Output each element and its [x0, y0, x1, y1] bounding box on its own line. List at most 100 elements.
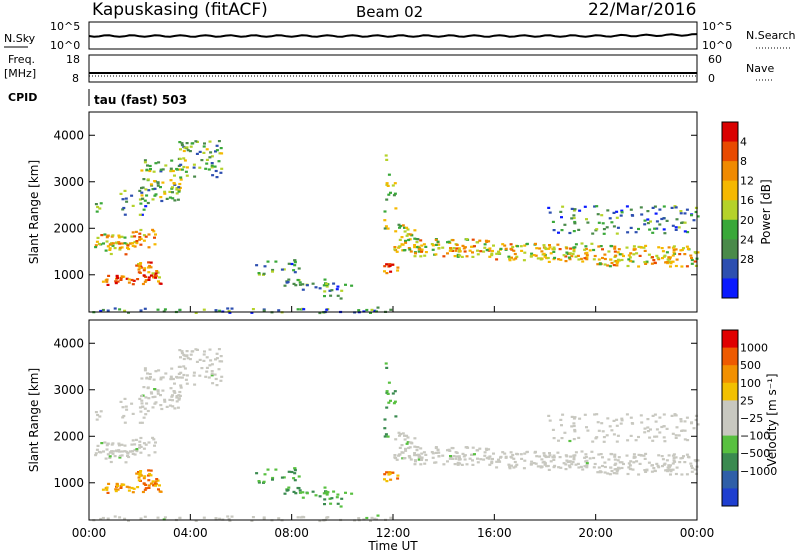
velocity-cell	[138, 397, 142, 400]
power-cell	[662, 228, 666, 231]
power-cell	[156, 184, 160, 187]
velocity-cell	[395, 458, 399, 461]
velocity-cell	[105, 444, 109, 447]
y-tick-label: 1000	[53, 476, 84, 490]
velocity-cell	[530, 460, 534, 463]
velocity-cell	[145, 376, 149, 379]
power-cell	[171, 191, 174, 194]
velocity-cell	[120, 483, 124, 486]
power-colorbar-label: Power [dB]	[759, 179, 773, 244]
power-cell	[102, 242, 105, 245]
velocity-cell	[110, 443, 114, 446]
power-cell	[325, 308, 329, 311]
velocity-cell	[282, 476, 286, 479]
power-cell	[420, 248, 424, 251]
power-cell	[118, 248, 122, 251]
velocity-cell	[385, 390, 389, 393]
velocity-cell	[385, 406, 389, 409]
power-cell	[532, 254, 536, 257]
power-cell	[642, 246, 646, 249]
velocity-cell	[123, 397, 127, 400]
velocity-cell	[497, 458, 500, 461]
power-cell	[138, 213, 142, 216]
power-cell	[336, 294, 340, 297]
velocity-cell	[180, 350, 184, 353]
power-cell	[117, 241, 121, 244]
velocity-cell	[416, 446, 420, 449]
velocity-cell	[572, 422, 576, 425]
power-cell	[424, 251, 428, 254]
velocity-cell	[292, 477, 296, 480]
velocity-cell	[156, 479, 160, 482]
velocity-cell	[214, 358, 217, 361]
power-cell	[143, 267, 147, 270]
velocity-cell	[301, 491, 305, 494]
power-cell	[602, 232, 606, 235]
power-cell	[397, 246, 401, 249]
velocity-cell	[394, 438, 398, 441]
velocity-cell	[483, 454, 487, 457]
power-cell	[572, 209, 576, 212]
power-cell	[548, 244, 551, 247]
power-cell	[153, 194, 157, 197]
power-cell	[135, 242, 139, 245]
power-cell	[646, 218, 650, 221]
velocity-cell	[94, 411, 98, 414]
velocity-cell	[323, 486, 327, 489]
power-cell	[639, 206, 643, 209]
power-cell	[178, 168, 182, 171]
power-cell	[596, 213, 600, 216]
velocity-cell	[318, 519, 322, 523]
velocity-cell	[209, 359, 213, 362]
velocity-cell	[210, 370, 214, 373]
velocity-cell	[177, 394, 181, 397]
velocity-cell	[625, 413, 629, 416]
velocity-cell	[670, 414, 674, 417]
power-cell	[192, 166, 196, 169]
power-cell	[127, 311, 130, 314]
power-cell	[171, 197, 175, 200]
velocity-cell	[523, 459, 527, 462]
velocity-cell	[690, 422, 693, 425]
power-cell	[478, 239, 482, 242]
power-cell	[612, 211, 616, 214]
power-cell	[614, 254, 618, 257]
power-cell	[423, 254, 427, 257]
power-cell	[487, 240, 491, 243]
velocity-cell	[643, 457, 647, 460]
power-cell	[94, 246, 98, 249]
power-cell	[609, 258, 613, 261]
velocity-cell	[593, 413, 597, 416]
velocity-cell	[148, 372, 152, 376]
velocity-cell	[564, 468, 568, 471]
velocity-cell	[228, 519, 232, 522]
power-cell	[570, 207, 574, 210]
power-cell	[111, 244, 115, 247]
velocity-cell	[163, 516, 167, 519]
colorbar-segment	[722, 161, 738, 182]
power-cell	[173, 183, 177, 186]
power-cell	[643, 261, 647, 264]
velocity-cell	[449, 455, 452, 458]
velocity-cell	[102, 450, 105, 453]
power-cell	[663, 254, 667, 257]
power-cell	[538, 247, 542, 250]
y-tick-label: 4000	[53, 128, 84, 142]
velocity-cell	[614, 462, 618, 465]
velocity-cell	[192, 374, 196, 377]
power-cell	[667, 246, 671, 249]
power-cell	[509, 243, 513, 246]
velocity-cell	[287, 470, 291, 473]
power-cell	[177, 189, 181, 192]
velocity-cell	[156, 516, 160, 519]
power-cell	[147, 189, 151, 192]
velocity-cell	[608, 473, 612, 476]
velocity-cell	[208, 364, 212, 367]
power-cell	[613, 255, 617, 258]
power-cell	[552, 229, 556, 232]
power-cell	[178, 308, 182, 311]
velocity-cell	[547, 455, 551, 458]
velocity-cell	[302, 516, 306, 519]
velocity-cell	[330, 497, 334, 500]
velocity-cell	[266, 468, 270, 471]
